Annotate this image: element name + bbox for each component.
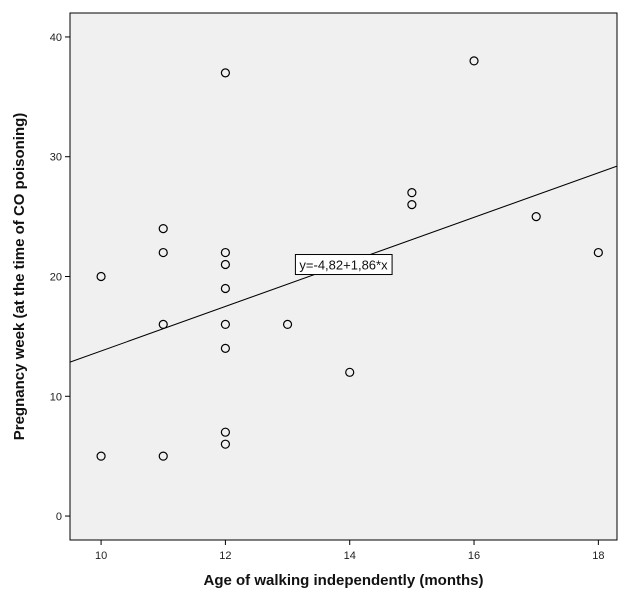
data-point xyxy=(220,259,230,270)
x-tick-label: 10 xyxy=(95,550,107,562)
x-tick-label: 16 xyxy=(468,550,480,562)
y-tick-label: 30 xyxy=(50,152,62,164)
data-point xyxy=(158,451,168,461)
data-point xyxy=(220,427,230,437)
data-point xyxy=(345,367,355,377)
plot-area xyxy=(69,12,618,541)
data-point xyxy=(158,223,168,234)
data-point xyxy=(96,451,106,461)
data-point xyxy=(407,200,417,210)
data-point xyxy=(220,319,230,330)
data-point xyxy=(407,188,417,198)
data-point xyxy=(469,56,479,66)
y-tick-label: 40 xyxy=(50,32,62,44)
fit-equation-text: y=-4,82+1,86*x xyxy=(299,258,388,273)
y-axis-title: Pregnancy week (at the time of CO poison… xyxy=(11,113,28,441)
fit-equation-box xyxy=(294,254,393,276)
x-tick-label: 18 xyxy=(592,550,604,562)
data-point xyxy=(96,271,106,282)
data-point xyxy=(220,343,230,353)
y-tick-label: 0 xyxy=(56,511,62,523)
data-point xyxy=(220,439,230,449)
data-point xyxy=(531,212,541,222)
x-tick-label: 14 xyxy=(344,550,356,562)
data-point xyxy=(593,247,603,258)
data-point xyxy=(220,247,230,258)
data-point xyxy=(220,283,230,294)
data-point xyxy=(158,247,168,258)
y-tick-label: 10 xyxy=(50,391,62,403)
data-point xyxy=(220,68,230,78)
x-tick-label: 12 xyxy=(219,550,231,562)
data-point xyxy=(282,319,293,330)
fit-equation-label: y=-4,82+1,86*x xyxy=(294,254,393,276)
x-axis-title: Age of walking independently (months) xyxy=(203,572,483,589)
data-point xyxy=(158,319,168,330)
y-tick-label: 20 xyxy=(50,272,62,284)
